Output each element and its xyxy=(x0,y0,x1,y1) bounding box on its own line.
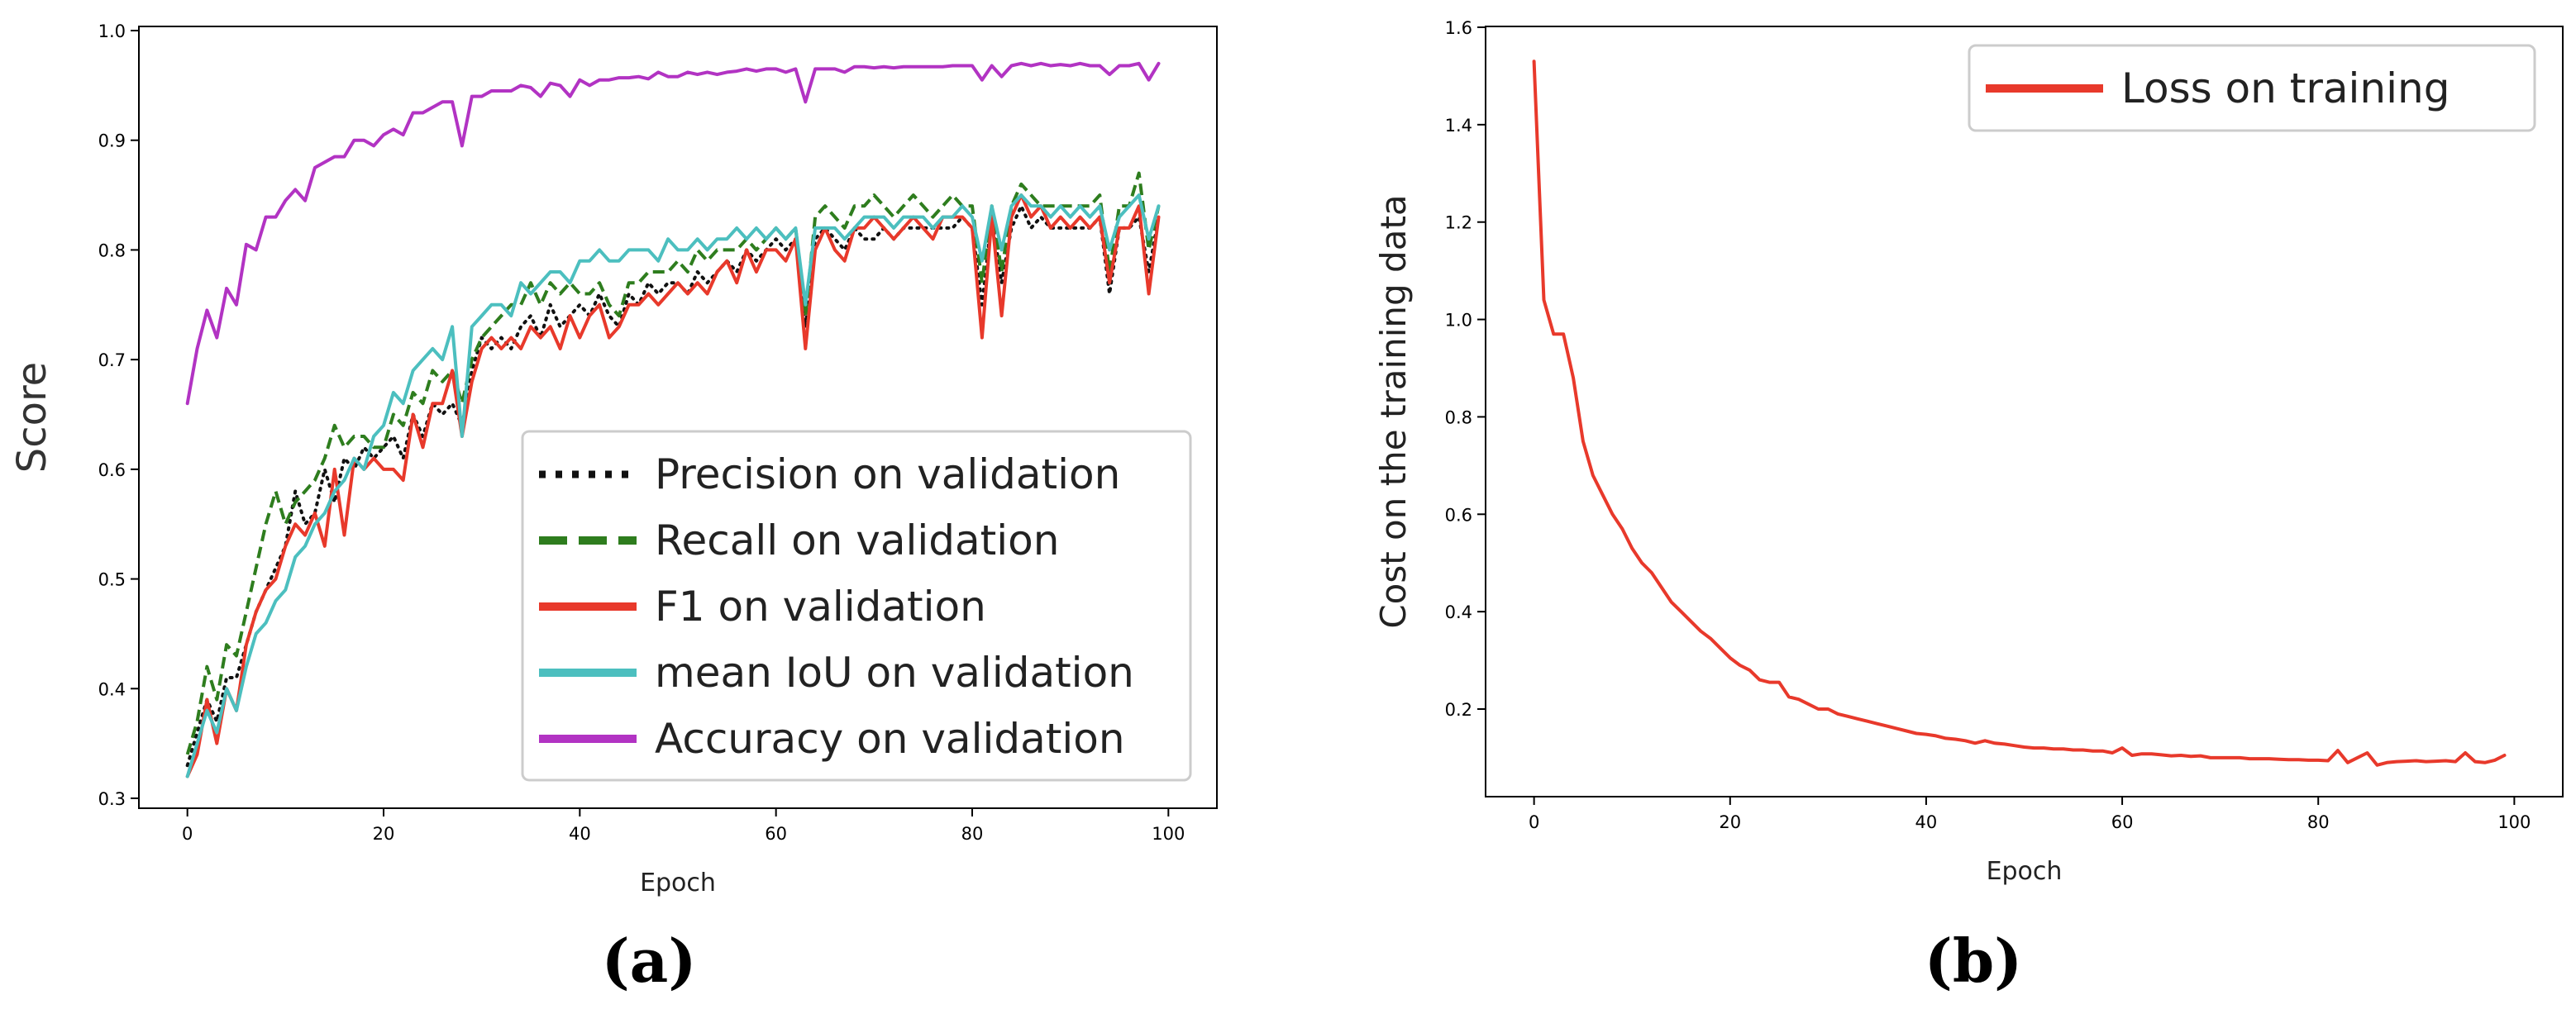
series-line-mean-iou-on-validation xyxy=(185,193,1161,778)
x-tick-label: 40 xyxy=(569,824,591,844)
legend-entry-label: Accuracy on validation xyxy=(655,715,1125,763)
legend: Loss on training xyxy=(1968,44,2536,132)
y-tick-label: 0.7 xyxy=(98,350,126,370)
y-axis-label: Cost on the training data xyxy=(1373,194,1414,628)
x-tick-label: 40 xyxy=(1915,812,1938,832)
x-tick-label: 0 xyxy=(1529,812,1539,832)
panel-caption: (b) xyxy=(1925,926,2022,996)
x-tick-label: 20 xyxy=(1719,812,1741,832)
legend-entry-label: mean IoU on validation xyxy=(655,649,1134,697)
plot-frame xyxy=(138,26,1218,809)
x-tick-label: 100 xyxy=(1152,824,1185,844)
y-tick-label: 0.9 xyxy=(98,131,126,151)
x-tick-label: 0 xyxy=(182,824,193,844)
legend-entry-label: Loss on training xyxy=(2121,64,2450,112)
legend-box xyxy=(521,430,1192,782)
y-tick-label: 0.4 xyxy=(98,679,126,699)
y-tick-label: 0.8 xyxy=(98,240,126,260)
y-tick-label: 0.2 xyxy=(1445,700,1472,720)
y-tick-label: 1.2 xyxy=(1445,213,1472,233)
x-tick-label: 80 xyxy=(2307,812,2330,832)
legend: Precision on validation Recall on validat… xyxy=(521,430,1192,782)
x-tick-label: 100 xyxy=(2497,812,2531,832)
y-tick-label: 1.0 xyxy=(1445,311,1472,331)
x-tick-label: 20 xyxy=(373,824,395,844)
y-tick-label: 1.6 xyxy=(1445,18,1472,38)
chart-a: 0 20 40 60 80 100 0.3 0.4 0.5 0.6 0.7 0.8 0.9 1.0 Epoc… xyxy=(9,21,1218,996)
series-line-f1-on-validation xyxy=(185,193,1161,778)
x-axis-label: Epoch xyxy=(1987,857,2063,886)
y-tick-label: 0.5 xyxy=(98,570,126,590)
y-tick-label: 1.4 xyxy=(1445,116,1472,136)
chart-b: 0 20 40 60 80 100 0.2 0.4 0.6 0.8 1.0 1.2 1.4 1.6 Epoc… xyxy=(1373,18,2564,996)
series-line-recall-on-validation xyxy=(185,171,1161,755)
legend-box xyxy=(1968,44,2536,132)
y-tick-label: 0.4 xyxy=(1445,602,1472,622)
y-tick-label: 0.8 xyxy=(1445,407,1472,427)
y-tick-label: 1.0 xyxy=(98,21,126,41)
series-line-loss-on-training xyxy=(1532,60,2507,767)
legend-entry-label: F1 on validation xyxy=(655,583,986,631)
x-tick-label: 60 xyxy=(2111,812,2134,832)
y-tick-label: 0.6 xyxy=(98,460,126,480)
series-line-precision-on-validation xyxy=(185,204,1161,768)
series-group xyxy=(1532,60,2507,767)
y-tick-label: 0.6 xyxy=(1445,505,1472,525)
panel-caption: (a) xyxy=(602,926,697,996)
series-line-accuracy-on-validation xyxy=(185,61,1161,406)
legend-entry-label: Recall on validation xyxy=(655,517,1059,564)
x-tick-label: 60 xyxy=(765,824,787,844)
x-axis-label: Epoch xyxy=(640,869,716,897)
y-axis-label: Score xyxy=(9,362,55,473)
y-tick-label: 0.3 xyxy=(98,789,126,809)
x-tick-label: 80 xyxy=(961,824,984,844)
plot-frame xyxy=(1485,26,2564,797)
series-group xyxy=(185,61,1161,778)
legend-entry-label: Precision on validation xyxy=(655,450,1120,498)
